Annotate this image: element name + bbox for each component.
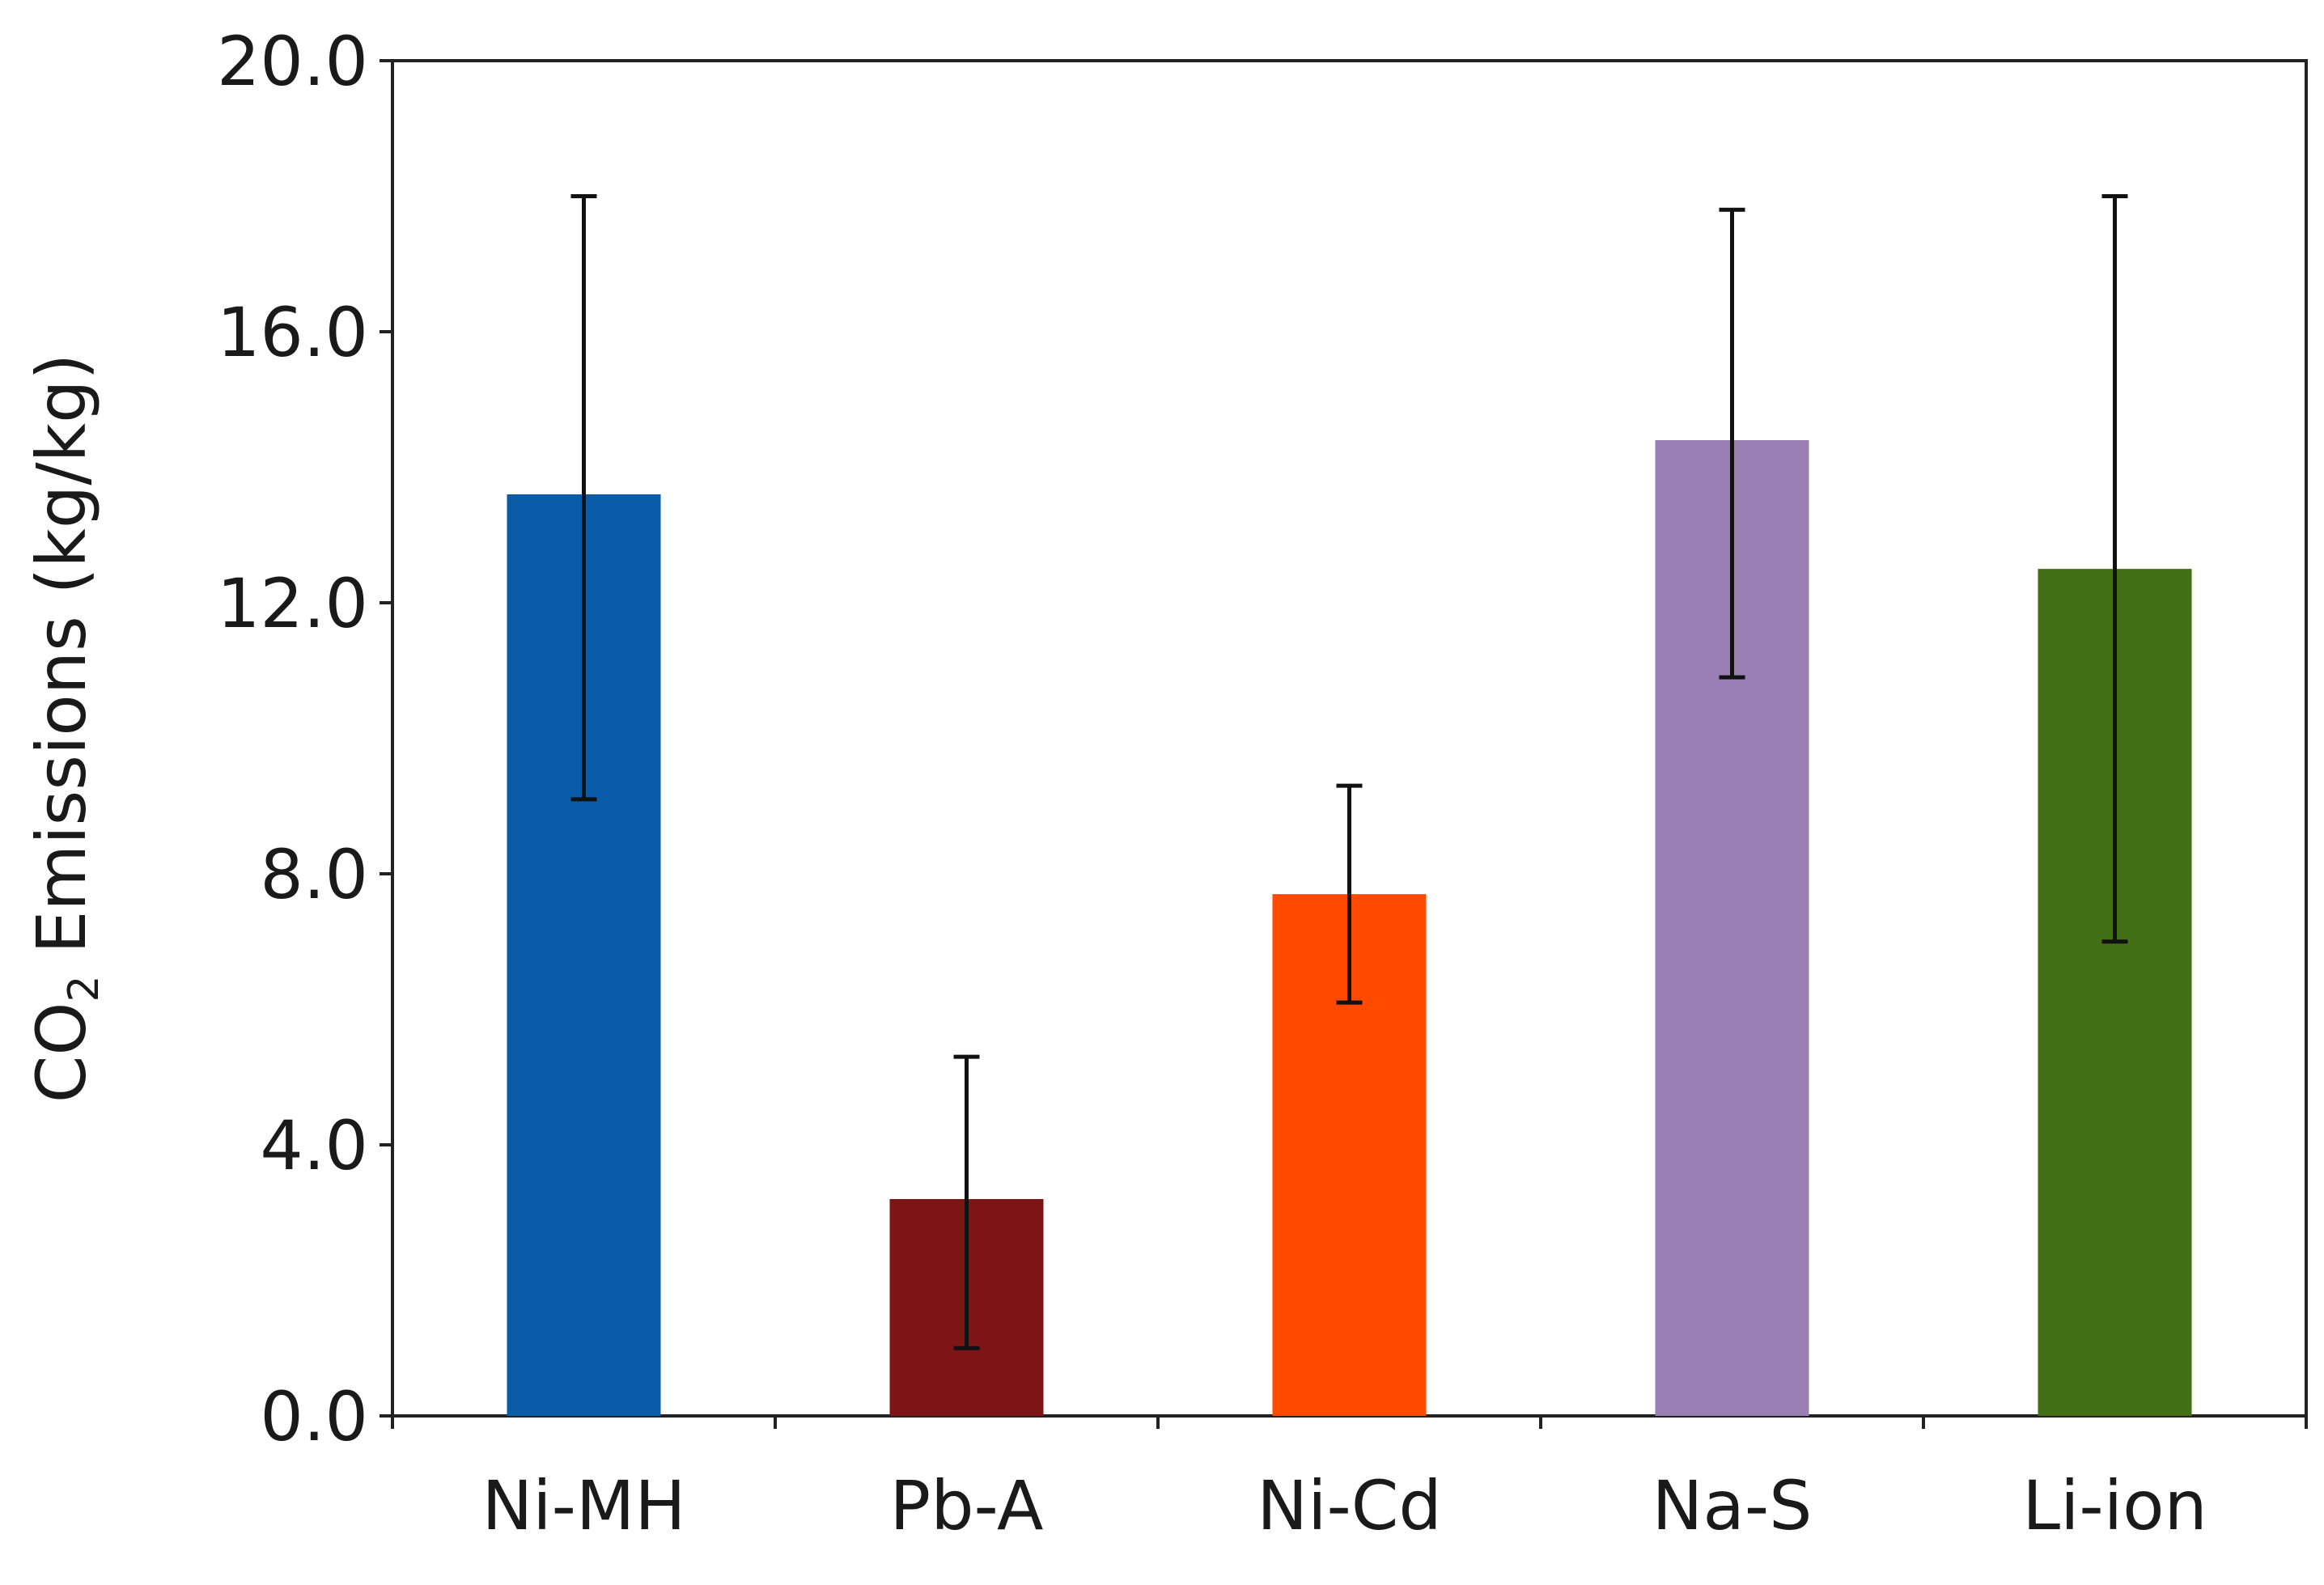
error-bar-pb-a (953, 1054, 980, 1350)
y-axis: 0.0 4.0 8.0 12.0 16.0 20.0 (217, 22, 392, 1456)
error-bars (570, 194, 2128, 1350)
y-tick-label: 0.0 (260, 1377, 368, 1456)
x-tick-label: Pb-A (890, 1466, 1044, 1545)
x-axis: Ni-MH Pb-A Ni-Cd Na-S Li-ion (391, 1416, 2308, 1545)
y-tick-label: 20.0 (217, 22, 368, 101)
y-tick-label: 12.0 (217, 564, 368, 643)
error-bar-ni-cd (1336, 783, 1363, 1005)
y-tick-label: 4.0 (260, 1106, 368, 1185)
x-tick-label: Ni-MH (481, 1466, 685, 1545)
error-bar-li-ion (2101, 194, 2128, 944)
error-bar-ni-mh (570, 194, 597, 802)
y-axis-label: CO2 Emissions (kg/kg) (22, 354, 108, 1104)
y-tick-label: 16.0 (217, 293, 368, 372)
x-tick-label: Na-S (1652, 1466, 1813, 1545)
y-tick-label: 8.0 (260, 835, 368, 914)
x-tick-label: Li-ion (2022, 1466, 2207, 1545)
x-tick-label: Ni-Cd (1257, 1466, 1441, 1545)
error-bar-na-s (1719, 207, 1745, 680)
